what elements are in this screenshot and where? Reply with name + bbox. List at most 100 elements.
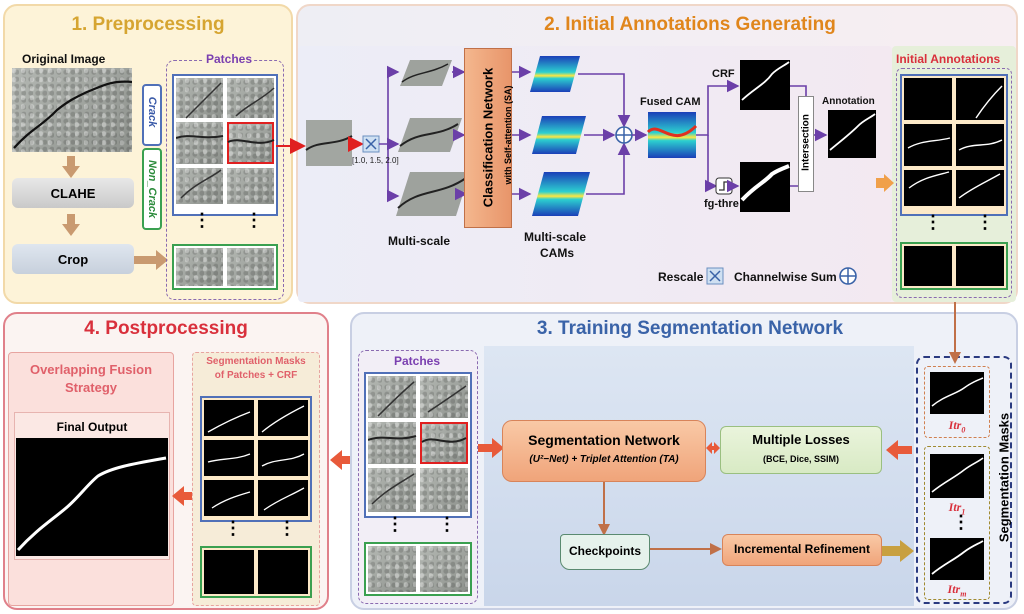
crack-chevron bbox=[142, 84, 162, 146]
itrm-label: Itrm bbox=[924, 582, 990, 598]
segmentation-network-sub: (U²−Net) + Triplet Attention (TA) bbox=[529, 454, 679, 465]
multiple-losses-label: Multiple Losses bbox=[752, 432, 850, 447]
annotations-generating-title: 2. Initial Annotations Generating bbox=[544, 14, 836, 35]
init-mask-5 bbox=[904, 170, 952, 206]
multiple-losses-box bbox=[720, 426, 882, 474]
checkpoints-to-refinement-arrow bbox=[650, 543, 722, 555]
training-to-post-arrow bbox=[330, 450, 356, 470]
segmentation-network-box bbox=[502, 420, 706, 482]
itr1-text: Itr bbox=[948, 500, 962, 514]
train-dots-2: ⋮ bbox=[438, 514, 456, 534]
seg-masks-crf-title-1: Segmentation Masks bbox=[206, 356, 306, 367]
to-initial-annotations-arrow bbox=[876, 174, 894, 192]
segmentation-network-label: Segmentation Network bbox=[528, 432, 680, 448]
final-output-label: Final Output bbox=[56, 420, 128, 434]
train-patch-cracks bbox=[368, 381, 467, 505]
segmentation-masks-label: Segmentation Masks bbox=[996, 412, 1012, 543]
train-patch-2 bbox=[420, 376, 468, 418]
initial-annotations-title: Initial Annotations bbox=[896, 52, 1001, 66]
itr0-crack bbox=[931, 377, 984, 407]
intersection-bar bbox=[798, 96, 814, 192]
checkpoints-label: Checkpoints bbox=[568, 544, 641, 558]
itr1-label: Itr1 bbox=[924, 500, 990, 516]
segmentation-masks-frame bbox=[916, 356, 1012, 604]
fused-cam-label: Fused CAM bbox=[640, 96, 701, 108]
itr1-mask bbox=[930, 454, 984, 498]
itr0-frame bbox=[924, 366, 990, 438]
multi-scale-cams-label-1: Multi-scale bbox=[524, 230, 587, 244]
init-mask-cracks bbox=[907, 85, 1003, 199]
down-arrow-2 bbox=[62, 214, 80, 236]
multi-scale-label: Multi-scale bbox=[388, 234, 451, 248]
itr1-crack bbox=[931, 457, 984, 493]
itr1-sub: 1 bbox=[961, 507, 966, 517]
post-left-arrow bbox=[172, 486, 196, 506]
itrm-sub: m bbox=[960, 589, 967, 599]
itr-frame bbox=[924, 446, 990, 600]
original-image-label: Original Image bbox=[22, 52, 106, 66]
crop-box: Crop bbox=[12, 244, 134, 274]
init-dots-2: ⋮ bbox=[976, 212, 994, 232]
fg-thre-label: fg-thre bbox=[704, 198, 739, 210]
train-patch-5 bbox=[368, 468, 416, 512]
train-patch-4-selected bbox=[420, 422, 468, 464]
patch-cracks bbox=[176, 82, 275, 199]
post-dots-2: ⋮ bbox=[278, 518, 296, 538]
itr-dots: ⋮ bbox=[952, 512, 970, 532]
down-arrow-1 bbox=[62, 156, 80, 178]
checkpoints-box bbox=[560, 534, 650, 570]
intersection-label: Intersection bbox=[800, 114, 812, 171]
init-non-crack-1 bbox=[904, 246, 952, 286]
non-crack-patch-2 bbox=[227, 248, 274, 286]
preprocessing-title: 1. Preprocessing bbox=[71, 14, 225, 35]
crf-label: CRF bbox=[712, 68, 735, 80]
seg-masks-crf-title-2: of Patches + CRF bbox=[214, 370, 298, 381]
post-non-crack-1 bbox=[204, 550, 254, 594]
init-mask-3 bbox=[904, 124, 952, 166]
patch-6 bbox=[227, 168, 274, 204]
incremental-refinement-label: Incremental Refinement bbox=[733, 542, 871, 556]
overlapping-fusion-title-2: Strategy bbox=[64, 380, 118, 395]
initial-to-itr0-arrow bbox=[949, 302, 961, 364]
multi-scale-cams-label-2: CAMs bbox=[540, 246, 575, 260]
incremental-refinement-box bbox=[722, 534, 882, 566]
seg-losses-double-arrow bbox=[706, 442, 720, 454]
final-output-crack bbox=[16, 456, 167, 552]
classification-network-box bbox=[464, 48, 512, 228]
post-non-crack-2 bbox=[258, 550, 308, 594]
itr0-mask bbox=[930, 372, 984, 414]
generating-inner-frame bbox=[298, 46, 892, 302]
init-non-crack-2 bbox=[956, 246, 1004, 286]
itr0-text: Itr bbox=[948, 418, 962, 432]
channelwise-sum-legend-label: Channelwise Sum bbox=[734, 270, 837, 284]
self-attention-label: with Self-attention (SA) bbox=[503, 85, 513, 185]
patch-2 bbox=[227, 78, 274, 118]
clahe-box: CLAHE bbox=[12, 178, 134, 208]
post-dots-1: ⋮ bbox=[224, 518, 242, 538]
rescale-legend-label: Rescale bbox=[658, 270, 704, 284]
postprocessing-title: 4. Postprocessing bbox=[84, 318, 248, 339]
itr0-label: Itr0 bbox=[924, 418, 990, 434]
original-image-crack bbox=[13, 80, 132, 149]
post-mask-5 bbox=[204, 480, 254, 516]
train-non-crack-1 bbox=[368, 546, 416, 592]
annotation-label: Annotation bbox=[822, 96, 875, 107]
refinement-to-masks-arrow bbox=[882, 540, 914, 562]
patch-3 bbox=[176, 122, 223, 164]
train-non-crack-2 bbox=[420, 546, 468, 592]
seg-to-checkpoints-arrow bbox=[598, 482, 610, 536]
non-crack-patch-1 bbox=[176, 248, 223, 286]
classification-network-label: Classification Network bbox=[480, 67, 496, 208]
patches-to-seg-arrow bbox=[478, 438, 504, 458]
training-title: 3. Training Segmentation Network bbox=[536, 318, 844, 339]
patch-1 bbox=[176, 78, 223, 118]
itrm-crack bbox=[931, 540, 984, 575]
post-mask-4 bbox=[258, 440, 308, 476]
init-dots-1: ⋮ bbox=[924, 212, 942, 232]
train-patch-3 bbox=[368, 422, 416, 464]
training-patches-label: Patches bbox=[394, 354, 441, 368]
post-mask-3 bbox=[204, 440, 254, 476]
patches-dots-1: ⋮ bbox=[193, 210, 211, 230]
itr0-sub: 0 bbox=[961, 425, 966, 435]
